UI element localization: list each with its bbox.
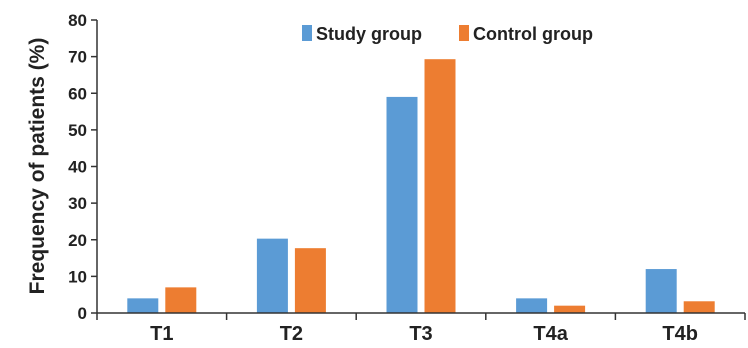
bar-T3-study — [386, 96, 418, 313]
bar-T4a-control — [554, 305, 586, 313]
x-tick-label: T4b — [662, 323, 698, 345]
bar-T4a-study — [516, 298, 548, 313]
legend: Study group Control group — [302, 24, 593, 44]
y-tick-label: 30 — [68, 194, 87, 213]
bar-T1-study — [127, 298, 159, 313]
x-tick-label: T2 — [280, 323, 303, 345]
y-tick-label: 20 — [68, 231, 87, 250]
y-axis-ticks: 0 10 20 30 40 50 60 70 80 — [68, 11, 97, 323]
x-tick-label: T1 — [150, 323, 173, 345]
x-tick-label: T3 — [409, 323, 432, 345]
legend-swatch — [302, 25, 312, 41]
y-tick-label: 0 — [78, 304, 87, 323]
y-tick-label: 70 — [68, 48, 87, 67]
y-tick-label: 60 — [68, 84, 87, 103]
bar-T3-control — [424, 59, 456, 313]
bar-T2-study — [256, 238, 288, 313]
bars — [127, 59, 715, 313]
axes — [96, 20, 745, 314]
x-tick-label: T4a — [533, 323, 568, 345]
legend-label: Study group — [316, 24, 422, 44]
bar-T2-control — [294, 248, 326, 313]
y-axis-label: Frequency of patients (%) — [26, 38, 49, 295]
y-tick-label: 80 — [68, 11, 87, 30]
bar-T4b-study — [645, 269, 677, 313]
legend-label: Control group — [473, 24, 593, 44]
y-tick-label: 10 — [68, 267, 87, 286]
bar-T4b-control — [683, 301, 715, 313]
bar-T1-control — [165, 287, 197, 313]
y-tick-label: 40 — [68, 158, 87, 177]
legend-swatch — [459, 25, 469, 41]
x-axis-ticks: T1 T2 T3 T4a T4b — [96, 313, 746, 345]
y-tick-label: 50 — [68, 121, 87, 140]
